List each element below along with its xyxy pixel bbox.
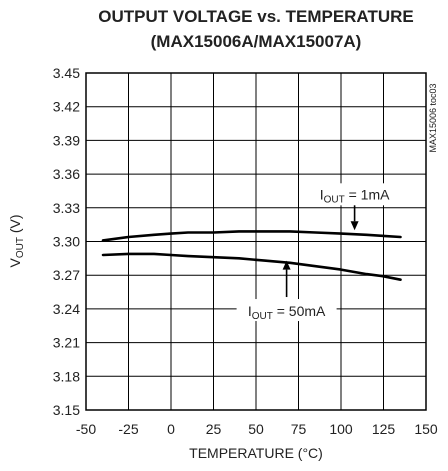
y-tick-labels: 3.45 3.42 3.39 3.36 3.33 3.30 3.27 3.24 3.21 3.18… (53, 65, 80, 418)
x-tick-label: -50 (76, 421, 96, 437)
x-tick-label: 150 (414, 421, 438, 437)
y-tick-label: 3.27 (53, 267, 80, 283)
y-tick-label: 3.18 (53, 368, 80, 384)
annotation-label-post: = 50mA (273, 303, 326, 319)
grid (85, 72, 427, 411)
x-tick-labels: -50 -25 0 25 50 75 100 125 150 (76, 421, 438, 437)
x-tick-label: 125 (372, 421, 396, 437)
annotation-label-sub: OUT (324, 194, 345, 205)
x-tick-label: -25 (118, 421, 138, 437)
y-tick-label: 3.33 (53, 200, 80, 216)
x-axis-label: TEMPERATURE (°C) (189, 445, 323, 461)
series-group (101, 230, 402, 282)
y-tick-label: 3.36 (53, 166, 80, 182)
annotation-bg (304, 183, 405, 206)
annotation-arrow-head (282, 260, 291, 270)
y-axis-label-main: V (7, 258, 23, 268)
y-tick-label: 3.15 (53, 402, 80, 418)
x-tick-label: 100 (329, 421, 353, 437)
y-tick-label: 3.39 (53, 132, 80, 148)
annotation-label-post: = 1mA (345, 186, 390, 202)
y-axis-label-sub: OUT (15, 237, 26, 258)
series-line-2 (101, 252, 402, 282)
y-tick-label: 3.30 (53, 234, 80, 250)
annotation-label-sub: OUT (252, 311, 273, 322)
y-tick-label: 3.21 (53, 335, 80, 351)
x-tick-label: 0 (167, 421, 175, 437)
x-tick-label: 25 (206, 421, 222, 437)
plot-frame (85, 72, 427, 411)
y-tick-label: 3.24 (53, 301, 80, 317)
y-axis-label: VOUT (V) (7, 214, 26, 267)
x-tick-label: 75 (291, 421, 307, 437)
y-tick-label: 3.42 (53, 99, 80, 115)
annotation-label-pre: I (248, 303, 252, 319)
chart-subtitle: (MAX15006A/MAX15007A) (151, 32, 362, 51)
series-line-1 (101, 230, 402, 242)
side-label: MAX15006 toc03 (428, 83, 438, 152)
annotation-label: IOUT = 1mA (320, 186, 390, 205)
x-tick-label: 50 (248, 421, 264, 437)
annotation-label: IOUT = 50mA (248, 303, 326, 322)
y-axis-label-unit: (V) (7, 214, 23, 237)
annotation-arrow-head (350, 221, 359, 231)
annotation-label-pre: I (320, 186, 324, 202)
annotation-bg (236, 299, 337, 322)
y-tick-label: 3.45 (53, 65, 80, 81)
chart-title: OUTPUT VOLTAGE vs. TEMPERATURE (98, 7, 413, 26)
